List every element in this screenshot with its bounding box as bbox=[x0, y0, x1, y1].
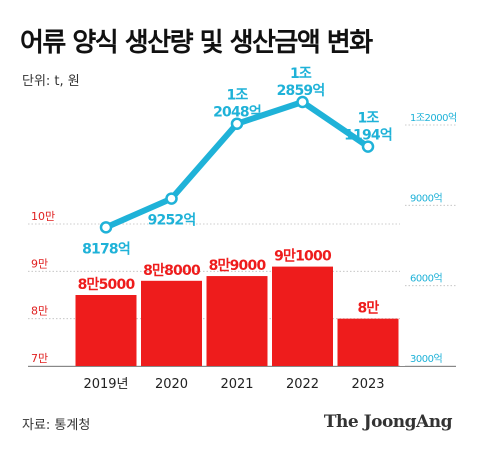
bar bbox=[75, 295, 137, 366]
line-point bbox=[99, 221, 113, 234]
x-axis-tick-label: 2020 bbox=[155, 377, 188, 392]
bar-value-label: 8만9000 bbox=[209, 258, 267, 274]
right-axis-tick-label: 3000억 bbox=[410, 353, 442, 365]
line-point bbox=[361, 140, 375, 153]
x-axis-tick-label: 2022 bbox=[286, 377, 319, 392]
bar-value-label: 8만5000 bbox=[78, 277, 136, 293]
line-value-label: 1조 bbox=[357, 111, 379, 127]
bar bbox=[337, 318, 399, 366]
bar-value-label: 8만8000 bbox=[143, 263, 201, 279]
bar bbox=[141, 280, 202, 366]
left-axis-tick-label: 10만 bbox=[31, 210, 55, 223]
bar bbox=[272, 266, 333, 366]
unit-label: 단위: t, 원 bbox=[22, 74, 80, 89]
bar-value-label: 8만 bbox=[357, 301, 379, 317]
right-axis-tick-label: 6000억 bbox=[410, 273, 442, 285]
line-value-label: 9252억 bbox=[148, 213, 196, 229]
line-value-label: 2048억 bbox=[213, 105, 261, 121]
line-value-label: 1조 bbox=[226, 88, 248, 104]
right-axis-tick-label: 1조2000억 bbox=[410, 112, 457, 124]
chart-title: 어류 양식 생산량 및 생산금액 변화 bbox=[20, 28, 373, 58]
line-value-label: 8178억 bbox=[82, 241, 130, 257]
x-axis-tick-label: 2021 bbox=[220, 377, 253, 392]
left-axis-tick-label: 8만 bbox=[31, 305, 48, 318]
line-point bbox=[230, 117, 244, 130]
line-value-label: 1194억 bbox=[344, 128, 392, 144]
brand-logo: The JoongAng bbox=[323, 412, 453, 432]
left-axis-tick-label: 9만 bbox=[31, 257, 48, 270]
line-point bbox=[165, 192, 178, 205]
bar bbox=[206, 276, 268, 366]
line-value-label: 2859억 bbox=[277, 83, 325, 99]
line-point bbox=[296, 95, 309, 109]
x-axis-tick-label: 2019년 bbox=[83, 377, 128, 392]
bar-value-label: 9만1000 bbox=[274, 249, 332, 265]
x-axis-tick-label: 2023 bbox=[351, 377, 384, 392]
line-value-label: 1조 bbox=[290, 66, 312, 82]
source-label: 자료: 통계청 bbox=[22, 418, 91, 433]
left-axis-tick-label: 7만 bbox=[31, 352, 48, 365]
right-axis-tick-label: 9000억 bbox=[410, 192, 442, 204]
